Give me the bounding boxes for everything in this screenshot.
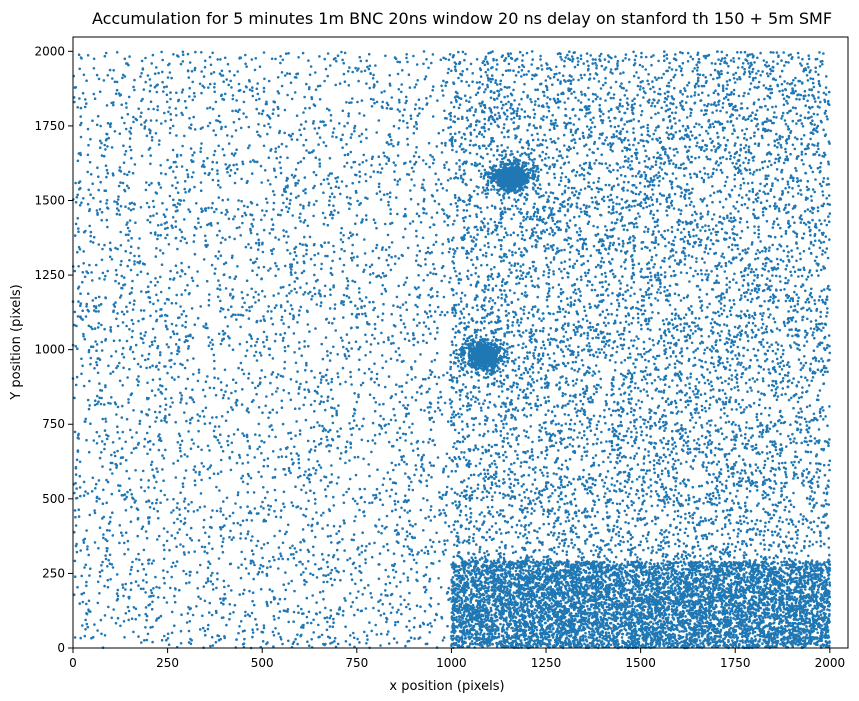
y-tick-label: 0 <box>57 641 65 655</box>
scatter-points <box>71 50 832 650</box>
data-points <box>71 50 832 650</box>
y-tick-label: 1000 <box>34 343 65 357</box>
x-tick-label: 250 <box>156 656 179 670</box>
x-axis-label: x position (pixels) <box>389 679 504 694</box>
chart-title: Accumulation for 5 minutes 1m BNC 20ns w… <box>92 9 832 28</box>
y-tick-label: 1250 <box>34 268 65 282</box>
x-tick-label: 500 <box>251 656 274 670</box>
x-tick-label: 1750 <box>720 656 751 670</box>
y-tick-label: 1750 <box>34 119 65 133</box>
x-tick-label: 1250 <box>531 656 562 670</box>
x-tick-label: 1000 <box>436 656 467 670</box>
x-tick-label: 750 <box>345 656 368 670</box>
y-tick-label: 2000 <box>34 44 65 58</box>
x-axis-ticks: 0 250 500 750 1000 1250 1500 1750 2000 <box>69 648 845 670</box>
y-axis-ticks: 0 250 500 750 1000 1250 1500 1750 2000 <box>34 44 73 655</box>
y-tick-label: 750 <box>42 417 65 431</box>
y-tick-label: 500 <box>42 492 65 506</box>
y-tick-label: 250 <box>42 566 65 580</box>
x-tick-label: 2000 <box>815 656 846 670</box>
y-axis-label: Y position (pixels) <box>9 284 24 400</box>
x-tick-label: 0 <box>69 656 77 670</box>
plot-frame <box>72 36 849 649</box>
x-tick-label: 1500 <box>625 656 656 670</box>
y-tick-label: 1500 <box>34 193 65 207</box>
